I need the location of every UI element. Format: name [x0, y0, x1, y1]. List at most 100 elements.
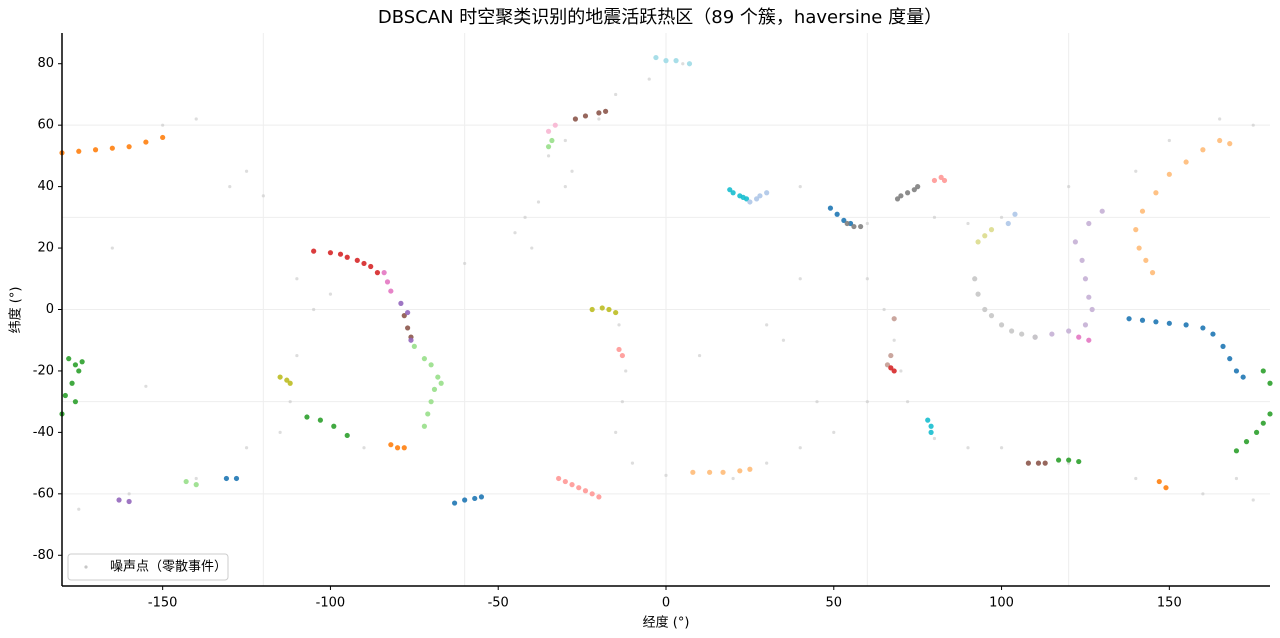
cluster-point: [988, 313, 995, 319]
y-tick-label: 0: [46, 302, 54, 317]
cluster-point: [1076, 458, 1082, 465]
cluster-point: [1240, 374, 1246, 380]
noise-point: [563, 185, 567, 189]
cluster-point: [398, 300, 404, 306]
cluster-point: [727, 187, 733, 193]
y-tick-label: 80: [37, 56, 54, 71]
grid: [62, 33, 1270, 586]
noise-point: [1201, 492, 1205, 496]
cluster-point: [388, 288, 394, 294]
cluster-point: [888, 352, 894, 359]
cluster-point: [1066, 457, 1072, 463]
cluster-point: [1042, 460, 1048, 466]
cluster-point: [1066, 328, 1072, 334]
x-tick-label: -150: [148, 596, 178, 611]
cluster-point: [1183, 159, 1189, 165]
cluster-point: [938, 174, 944, 180]
cluster-point: [898, 193, 904, 199]
cluster-point: [975, 291, 981, 297]
cluster-point: [1217, 137, 1223, 144]
cluster-point: [368, 263, 374, 270]
cluster-point: [576, 485, 582, 491]
noise-point: [798, 185, 802, 189]
cluster-point: [1153, 319, 1159, 325]
cluster-point: [72, 399, 79, 405]
cluster-point: [589, 491, 595, 497]
noise-point: [530, 246, 534, 250]
cluster-point: [1035, 460, 1042, 466]
cluster-point: [452, 500, 458, 506]
cluster-point: [62, 392, 68, 399]
cluster-point: [1139, 208, 1146, 214]
cluster-point: [69, 380, 75, 386]
cluster-point: [925, 417, 931, 423]
cluster-point: [1267, 380, 1273, 386]
cluster-point: [972, 276, 978, 282]
cluster-point: [891, 368, 897, 374]
y-tick-label: -20: [33, 363, 54, 378]
cluster-point: [1200, 147, 1206, 153]
noise-point: [865, 400, 869, 404]
noise-point: [161, 123, 165, 127]
y-tick-label: -80: [33, 548, 54, 563]
cluster-point: [408, 337, 414, 343]
cluster-point: [384, 279, 391, 285]
noise-point: [536, 200, 541, 204]
noise-point: [832, 430, 836, 434]
noise-point: [1167, 138, 1171, 143]
x-tick-label: 50: [826, 596, 843, 611]
cluster-point: [589, 306, 595, 313]
noise-point: [144, 384, 148, 388]
cluster-point: [1233, 368, 1240, 374]
noise-point: [614, 430, 618, 434]
cluster-point: [556, 475, 562, 482]
cluster-point: [606, 306, 612, 313]
cluster-point: [572, 116, 579, 122]
noise-point: [865, 277, 869, 281]
cluster-point: [582, 113, 589, 119]
noise-point: [966, 221, 970, 226]
cluster-point: [1210, 331, 1216, 337]
cluster-point: [603, 108, 609, 114]
cluster-point: [707, 469, 713, 475]
cluster-point: [582, 488, 589, 494]
cluster-point: [858, 223, 864, 230]
cluster-point: [1136, 245, 1142, 251]
cluster-point: [431, 386, 438, 392]
cluster-point: [327, 250, 334, 256]
noise-point: [295, 353, 299, 358]
cluster-point: [1260, 368, 1266, 374]
cluster-point: [92, 147, 99, 153]
cluster-point: [988, 227, 995, 233]
cluster-point: [747, 466, 753, 472]
y-tick-label: -40: [33, 425, 54, 440]
cluster-point: [66, 356, 72, 362]
cluster-point: [1049, 331, 1055, 337]
chart-title: DBSCAN 时空聚类识别的地震活跃热区（89 个簇，haversine 度量）: [378, 7, 942, 28]
cluster-point: [905, 190, 911, 196]
legend-label: 噪声点（零散事件）: [110, 560, 227, 575]
cluster-point: [1082, 276, 1089, 282]
cluster-point: [1012, 211, 1018, 217]
cluster-point: [720, 469, 726, 475]
noise-point: [932, 436, 937, 441]
cluster-point: [381, 270, 387, 276]
cluster-point: [1149, 270, 1156, 276]
cluster-point: [304, 414, 310, 420]
cluster-point: [72, 362, 79, 368]
cluster-point: [435, 374, 441, 380]
noise-point: [664, 473, 668, 477]
cluster-point: [851, 223, 857, 230]
cluster-point: [394, 445, 401, 451]
cluster-point: [428, 362, 434, 368]
cluster-point: [1086, 294, 1092, 300]
x-tick-label: 150: [1157, 596, 1182, 611]
y-tick-label: 60: [37, 118, 54, 133]
noise-point: [288, 400, 292, 404]
cluster-point: [928, 429, 934, 435]
noise-point: [312, 307, 316, 312]
y-axis-label: 纬度 (°): [8, 287, 24, 334]
cluster-point: [1019, 331, 1025, 337]
noise-point: [570, 169, 574, 173]
